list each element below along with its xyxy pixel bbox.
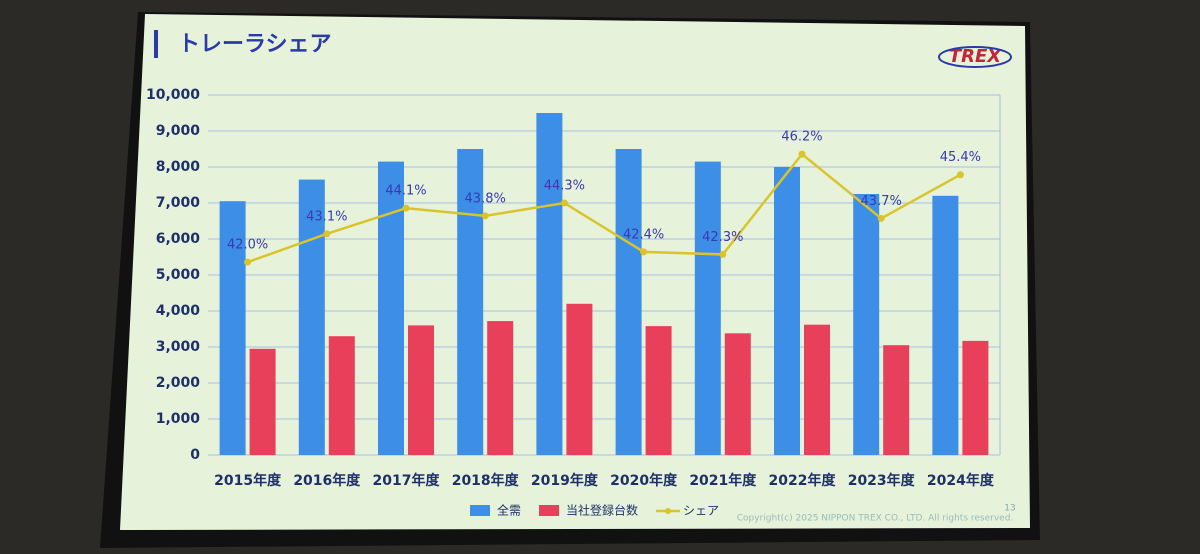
y-tick-label: 7,000 xyxy=(156,195,201,211)
bar xyxy=(457,149,484,455)
bar xyxy=(298,179,325,455)
legend-label: 当社登録台数 xyxy=(566,503,638,518)
data-label: 43.1% xyxy=(306,209,347,224)
data-label: 45.4% xyxy=(940,150,981,165)
bar xyxy=(932,195,959,456)
share-point xyxy=(798,150,806,158)
bar xyxy=(804,324,830,455)
x-tick-label: 2017年度 xyxy=(373,472,441,489)
share-point xyxy=(719,250,727,258)
legend-swatch xyxy=(539,505,560,516)
bar xyxy=(615,149,642,455)
bar xyxy=(694,161,721,455)
legend-swatch xyxy=(470,505,490,516)
x-tick-label: 2021年度 xyxy=(689,472,757,489)
y-tick-label: 9,000 xyxy=(156,123,201,139)
share-point xyxy=(877,214,885,222)
data-label: 44.3% xyxy=(544,179,585,194)
x-tick-label: 2018年度 xyxy=(452,472,520,489)
share-point xyxy=(402,204,410,212)
title-bar xyxy=(154,30,158,58)
x-tick-label: 2019年度 xyxy=(531,472,599,489)
bar xyxy=(536,113,563,455)
plot: 0 1,000 2,000 3,000 4,000 5,000 6,000 7,000 8,00… xyxy=(146,87,1001,518)
x-tick-label: 2015年度 xyxy=(214,472,282,489)
y-tick-label: 3,000 xyxy=(156,339,201,355)
data-label: 42.0% xyxy=(227,238,268,253)
share-line xyxy=(247,152,962,264)
share-point xyxy=(640,248,648,256)
x-tick-label: 2024年度 xyxy=(927,472,995,489)
data-label: 44.1% xyxy=(385,184,426,199)
bar xyxy=(883,345,910,455)
bar xyxy=(408,325,434,455)
legend-label: シェア xyxy=(683,504,719,518)
y-tick-label: 2,000 xyxy=(156,375,201,391)
data-label: 42.4% xyxy=(623,227,664,242)
logo-swoosh xyxy=(938,46,1012,68)
bar xyxy=(774,167,800,455)
y-tick-label: 5,000 xyxy=(156,267,201,283)
y-tick-label: 8,000 xyxy=(156,159,201,175)
copyright: Copyright(c) 2025 NIPPON TREX CO., LTD. … xyxy=(737,514,1014,524)
bar xyxy=(249,348,276,455)
bar xyxy=(378,161,404,455)
bar xyxy=(724,333,751,455)
share-point xyxy=(481,212,489,220)
bar xyxy=(853,194,880,455)
y-tick-label: 4,000 xyxy=(156,303,201,319)
bar xyxy=(962,340,989,455)
data-label: 43.8% xyxy=(465,191,506,206)
share-point xyxy=(323,230,331,238)
data-label: 43.7% xyxy=(861,194,902,209)
bar xyxy=(328,336,355,455)
bar xyxy=(487,321,514,455)
slide-title: トレーラシェア xyxy=(178,32,332,57)
bar xyxy=(645,326,672,455)
data-label: 42.3% xyxy=(702,230,743,245)
data-label: 46.2% xyxy=(781,130,822,145)
share-point xyxy=(244,258,252,266)
page-number: 13 xyxy=(1004,504,1015,514)
y-tick-label: 6,000 xyxy=(156,231,201,247)
bar xyxy=(566,303,593,455)
y-tick-label: 0 xyxy=(190,447,200,463)
x-tick-label: 2023年度 xyxy=(848,472,916,489)
legend-swatch-dot xyxy=(665,508,672,514)
logo: TREX xyxy=(949,46,1002,67)
y-tick-label: 10,000 xyxy=(146,87,200,103)
legend-label: 全需 xyxy=(497,503,521,518)
x-tick-label: 2020年度 xyxy=(610,472,678,489)
bar xyxy=(219,201,246,455)
y-tick-label: 1,000 xyxy=(156,411,201,427)
x-tick-label: 2022年度 xyxy=(769,472,837,489)
x-tick-label: 2016年度 xyxy=(293,472,361,489)
share-point xyxy=(560,199,568,207)
share-point xyxy=(956,171,964,179)
